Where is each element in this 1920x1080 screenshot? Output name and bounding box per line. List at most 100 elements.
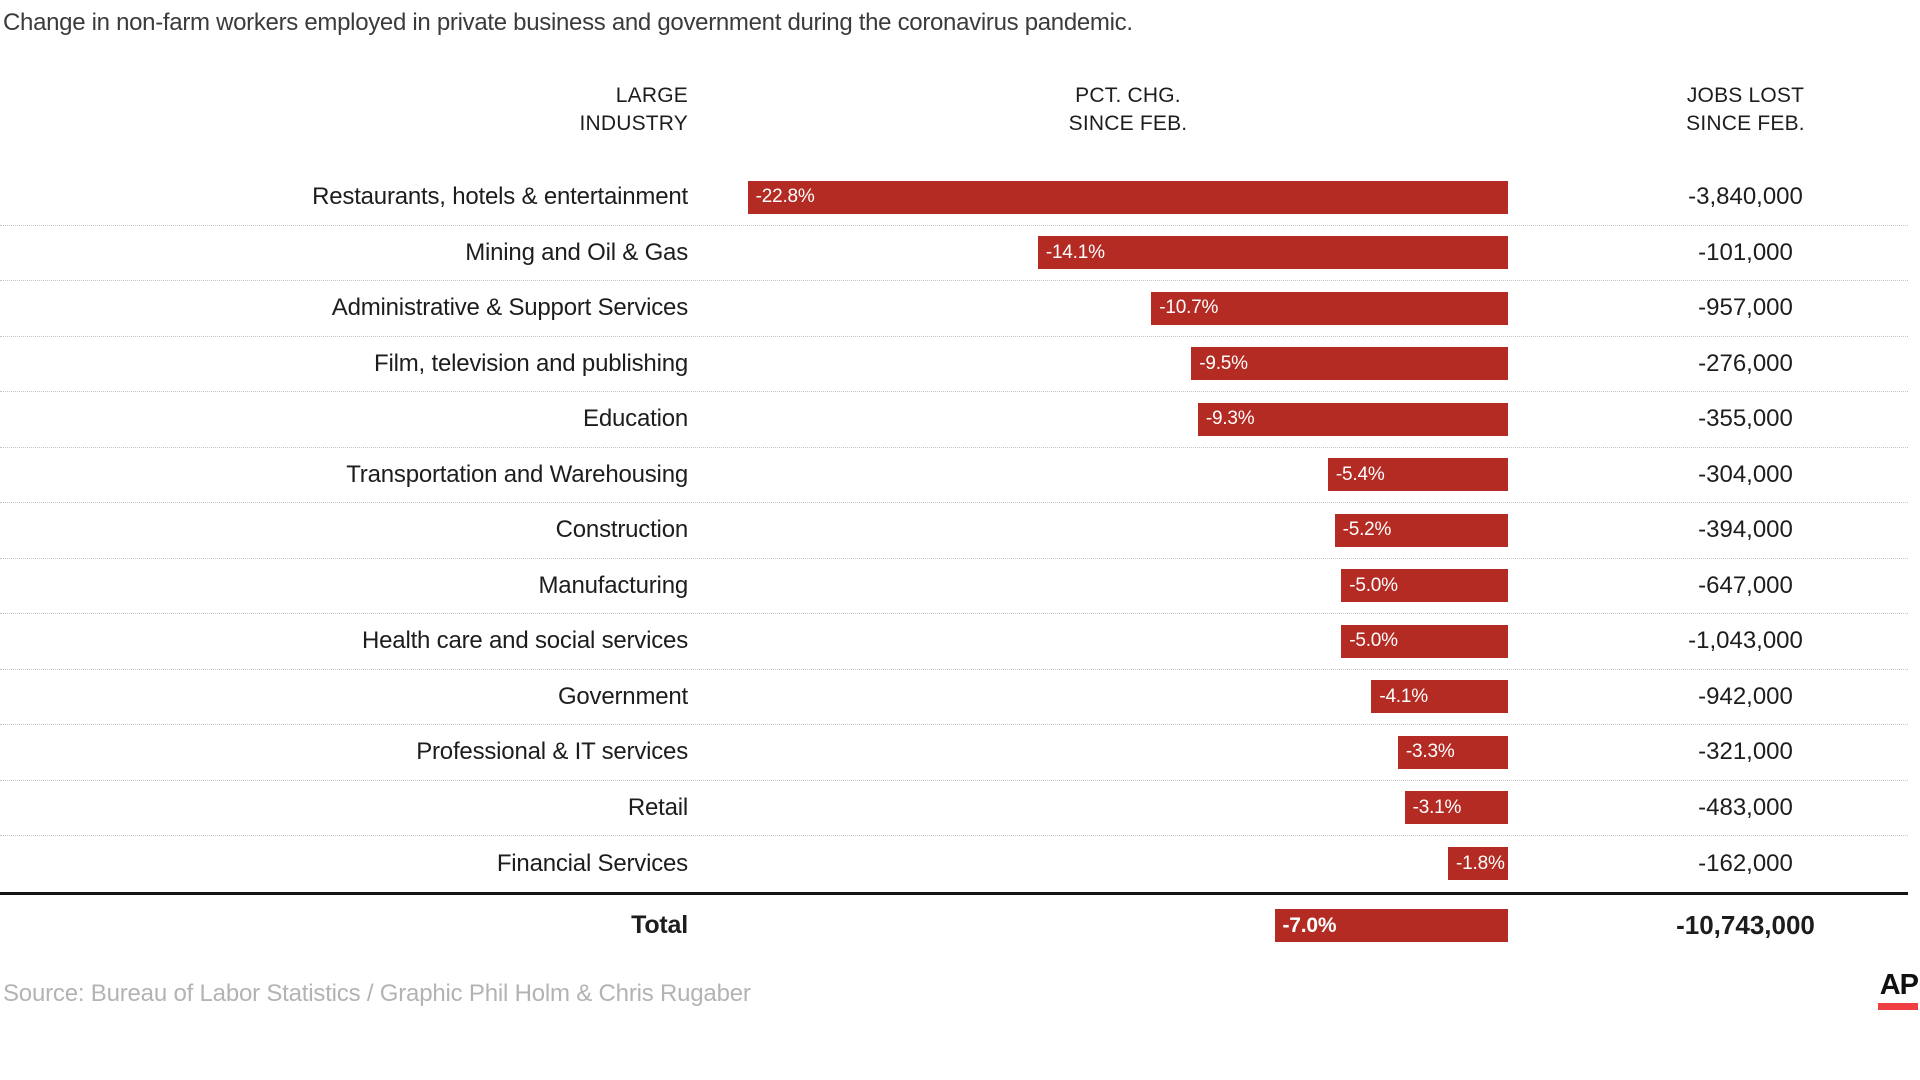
table-row: Administrative & Support Services -10.7%… xyxy=(0,281,1908,337)
bar-value-label: -5.2% xyxy=(1342,519,1392,541)
industry-label: Retail xyxy=(627,793,688,821)
source-credit: Source: Bureau of Labor Statistics / Gra… xyxy=(3,980,751,1007)
industry-label: Transportation and Warehousing xyxy=(346,460,688,488)
total-pct-change-bar: -7.0% xyxy=(1274,909,1508,942)
table-row: Professional & IT services -3.3% -321,00… xyxy=(0,725,1908,781)
header-line: SINCE FEB. xyxy=(1686,112,1805,135)
industry-label: Financial Services xyxy=(496,849,688,877)
table-row: Manufacturing -5.0% -647,000 xyxy=(0,559,1908,614)
jobs-lost-value: -321,000 xyxy=(1698,738,1793,766)
pct-change-bar: -5.0% xyxy=(1341,624,1508,658)
header-line: INDUSTRY xyxy=(579,112,688,135)
ap-logo: AP xyxy=(1878,969,1919,1010)
jobs-lost-value: -957,000 xyxy=(1698,294,1793,322)
jobs-lost-value: -394,000 xyxy=(1698,516,1793,544)
industry-label: Film, television and publishing xyxy=(374,349,688,377)
pct-change-bar: -9.3% xyxy=(1197,402,1508,436)
bar-value-label: -14.1% xyxy=(1045,241,1105,263)
bar-value-label: -10.7% xyxy=(1159,297,1219,319)
table-row: Retail -3.1% -483,000 xyxy=(0,781,1908,836)
bar-zone: -9.3% xyxy=(688,392,1508,447)
ap-logo-underline xyxy=(1878,1003,1918,1010)
table-row: Transportation and Warehousing -5.4% -30… xyxy=(0,448,1908,503)
total-bar-value-label: -7.0% xyxy=(1282,913,1337,937)
table-row: Government -4.1% -942,000 xyxy=(0,670,1908,725)
total-bar-zone: -7.0% xyxy=(688,895,1508,957)
table-row: Construction -5.2% -394,000 xyxy=(0,503,1908,559)
table-rows: Restaurants, hotels & entertainment -22.… xyxy=(0,170,1908,892)
ap-logo-text: AP xyxy=(1879,969,1919,1001)
pct-change-bar: -9.5% xyxy=(1191,347,1508,381)
table-row: Financial Services -1.8% -162,000 xyxy=(0,836,1908,892)
bar-value-label: -5.4% xyxy=(1335,463,1385,485)
pct-change-bar: -5.0% xyxy=(1341,569,1508,603)
bar-zone: -5.2% xyxy=(688,503,1508,558)
bar-value-label: -1.8% xyxy=(1456,852,1505,874)
header-line: JOBS LOST xyxy=(1686,84,1805,107)
bar-value-label: -9.3% xyxy=(1205,408,1255,430)
jobs-lost-value: -1,043,000 xyxy=(1688,627,1803,655)
bar-value-label: -3.1% xyxy=(1412,796,1462,818)
bar-zone: -5.4% xyxy=(688,448,1508,503)
industry-label: Government xyxy=(557,682,688,710)
total-jobs-lost-value: -10,743,000 xyxy=(1676,910,1815,940)
bar-zone: -5.0% xyxy=(688,614,1508,669)
bar-value-label: -5.0% xyxy=(1349,574,1398,596)
table-row: Mining and Oil & Gas -14.1% -101,000 xyxy=(0,226,1908,281)
jobs-lost-value: -355,000 xyxy=(1698,405,1793,433)
table-row: Education -9.3% -355,000 xyxy=(0,392,1908,448)
bar-zone: -3.3% xyxy=(688,725,1508,780)
bar-value-label: -22.8% xyxy=(755,186,815,208)
bar-value-label: -5.0% xyxy=(1349,630,1398,652)
column-header-pct-change: PCT. CHG. SINCE FEB. xyxy=(688,82,1508,138)
pct-change-bar: -3.1% xyxy=(1404,791,1508,825)
industry-table: LARGE INDUSTRY PCT. CHG. SINCE FEB. JOBS… xyxy=(0,76,1908,957)
jobs-lost-value: -942,000 xyxy=(1698,682,1793,710)
industry-label: Education xyxy=(583,405,688,433)
pct-change-bar: -1.8% xyxy=(1448,847,1508,881)
bar-zone: -22.8% xyxy=(688,170,1508,225)
pct-change-bar: -3.3% xyxy=(1397,735,1508,769)
table-row: Restaurants, hotels & entertainment -22.… xyxy=(0,170,1908,226)
industry-label: Administrative & Support Services xyxy=(331,294,688,322)
industry-label: Professional & IT services xyxy=(416,738,688,766)
total-row: Total -7.0% -10,743,000 xyxy=(0,895,1908,957)
table-row: Health care and social services -5.0% -1… xyxy=(0,614,1908,670)
bar-zone: -14.1% xyxy=(688,226,1508,281)
header-line: SINCE FEB. xyxy=(1068,112,1188,135)
pct-change-bar: -22.8% xyxy=(747,180,1508,214)
total-label: Total xyxy=(631,911,688,939)
jobs-lost-value: -3,840,000 xyxy=(1688,183,1803,211)
jobs-lost-value: -162,000 xyxy=(1698,849,1793,877)
table-header-row: LARGE INDUSTRY PCT. CHG. SINCE FEB. JOBS… xyxy=(0,76,1908,170)
pct-change-bar: -10.7% xyxy=(1151,291,1508,325)
pct-change-bar: -4.1% xyxy=(1371,680,1508,714)
pct-change-bar: -14.1% xyxy=(1037,236,1508,270)
bar-zone: -4.1% xyxy=(688,670,1508,725)
industry-label: Health care and social services xyxy=(362,627,688,655)
table-row: Film, television and publishing -9.5% -2… xyxy=(0,337,1908,392)
header-line: LARGE xyxy=(615,84,688,107)
bar-value-label: -9.5% xyxy=(1199,352,1248,374)
header-line: PCT. CHG. xyxy=(1075,84,1181,107)
column-header-jobs-lost: JOBS LOST SINCE FEB. xyxy=(1508,82,1908,138)
bar-zone: -10.7% xyxy=(688,281,1508,336)
industry-label: Restaurants, hotels & entertainment xyxy=(312,183,688,211)
bar-value-label: -3.3% xyxy=(1405,741,1455,763)
jobs-lost-value: -304,000 xyxy=(1698,460,1793,488)
jobs-lost-value: -276,000 xyxy=(1698,349,1793,377)
industry-label: Manufacturing xyxy=(538,571,689,599)
jobs-lost-value: -647,000 xyxy=(1698,571,1793,599)
pct-change-bar: -5.4% xyxy=(1327,458,1508,492)
total-separator-rule xyxy=(0,891,1908,895)
bar-zone: -3.1% xyxy=(688,781,1508,836)
industry-label: Construction xyxy=(555,516,689,544)
bar-value-label: -4.1% xyxy=(1379,685,1428,707)
jobs-lost-value: -101,000 xyxy=(1698,238,1793,266)
pct-change-bar: -5.2% xyxy=(1334,513,1508,547)
column-header-industry: LARGE INDUSTRY xyxy=(0,82,688,138)
bar-zone: -5.0% xyxy=(688,559,1508,614)
chart-subtitle: Change in non-farm workers employed in p… xyxy=(3,9,1133,36)
jobs-lost-value: -483,000 xyxy=(1698,793,1793,821)
